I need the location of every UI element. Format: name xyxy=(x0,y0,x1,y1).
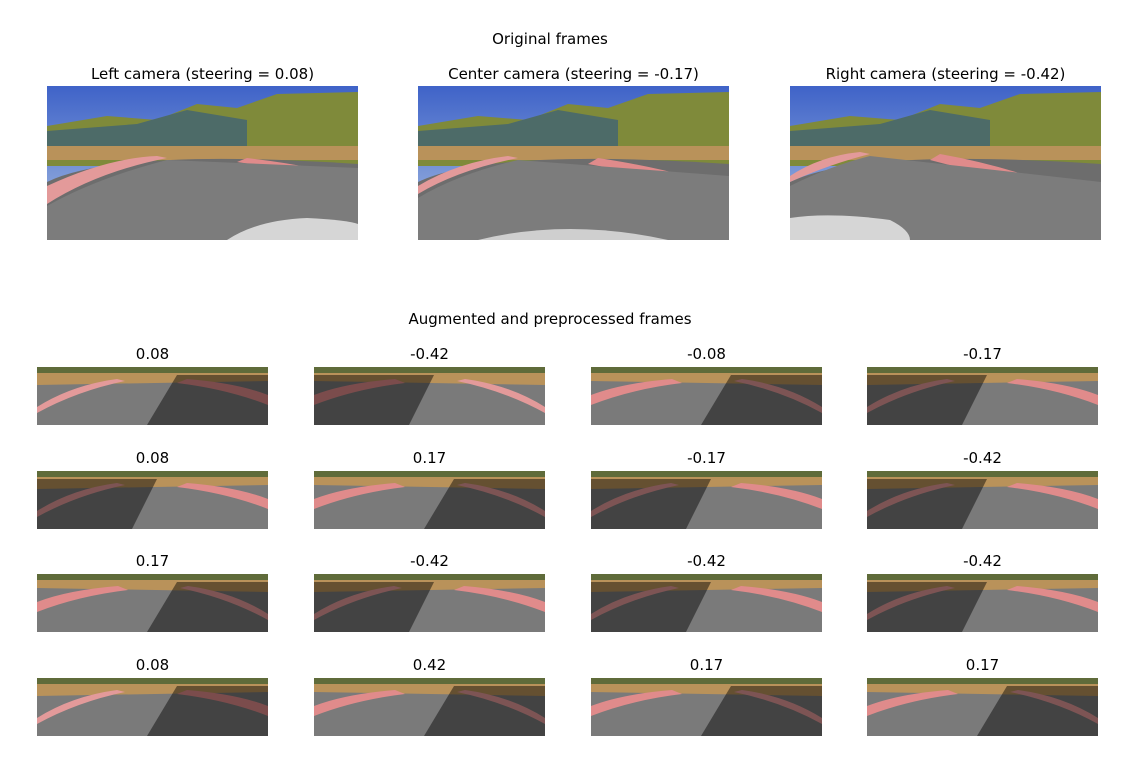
augmented-label-4: 0.08 xyxy=(135,449,170,467)
augmented-label-11: -0.42 xyxy=(963,552,1002,570)
right-camera-frame xyxy=(790,86,1101,240)
augmented-frame-12 xyxy=(37,678,268,736)
augmented-label-5: 0.17 xyxy=(412,449,447,467)
augmented-label-12: 0.08 xyxy=(135,656,170,674)
augmented-label-7: -0.42 xyxy=(963,449,1002,467)
right-camera-label: Right camera (steering = -0.42) xyxy=(825,65,1066,83)
augmented-label-10: -0.42 xyxy=(687,552,726,570)
augmented-frames-title: Augmented and preprocessed frames xyxy=(408,310,692,328)
augmented-label-0: 0.08 xyxy=(135,345,170,363)
center-camera-frame xyxy=(418,86,729,240)
augmented-label-14: 0.17 xyxy=(689,656,724,674)
augmented-label-8: 0.17 xyxy=(135,552,170,570)
augmented-frame-2 xyxy=(591,367,822,425)
augmented-frame-10 xyxy=(591,574,822,632)
augmented-frame-15 xyxy=(867,678,1098,736)
augmented-frame-8 xyxy=(37,574,268,632)
augmented-frame-4 xyxy=(37,471,268,529)
augmented-frame-5 xyxy=(314,471,545,529)
augmented-frame-1 xyxy=(314,367,545,425)
center-camera-label: Center camera (steering = -0.17) xyxy=(448,65,699,83)
augmented-label-6: -0.17 xyxy=(687,449,726,467)
augmented-label-15: 0.17 xyxy=(965,656,1000,674)
left-camera-label: Left camera (steering = 0.08) xyxy=(90,65,315,83)
left-camera-frame xyxy=(47,86,358,240)
augmented-frame-6 xyxy=(591,471,822,529)
original-frames-title: Original frames xyxy=(492,30,608,48)
augmented-label-2: -0.08 xyxy=(687,345,726,363)
augmented-frame-11 xyxy=(867,574,1098,632)
augmented-frame-7 xyxy=(867,471,1098,529)
augmented-label-3: -0.17 xyxy=(963,345,1002,363)
augmented-frame-3 xyxy=(867,367,1098,425)
augmented-frame-0 xyxy=(37,367,268,425)
augmented-label-13: 0.42 xyxy=(412,656,447,674)
augmented-label-1: -0.42 xyxy=(410,345,449,363)
augmented-frame-14 xyxy=(591,678,822,736)
augmented-label-9: -0.42 xyxy=(410,552,449,570)
augmented-frame-9 xyxy=(314,574,545,632)
augmented-frame-13 xyxy=(314,678,545,736)
